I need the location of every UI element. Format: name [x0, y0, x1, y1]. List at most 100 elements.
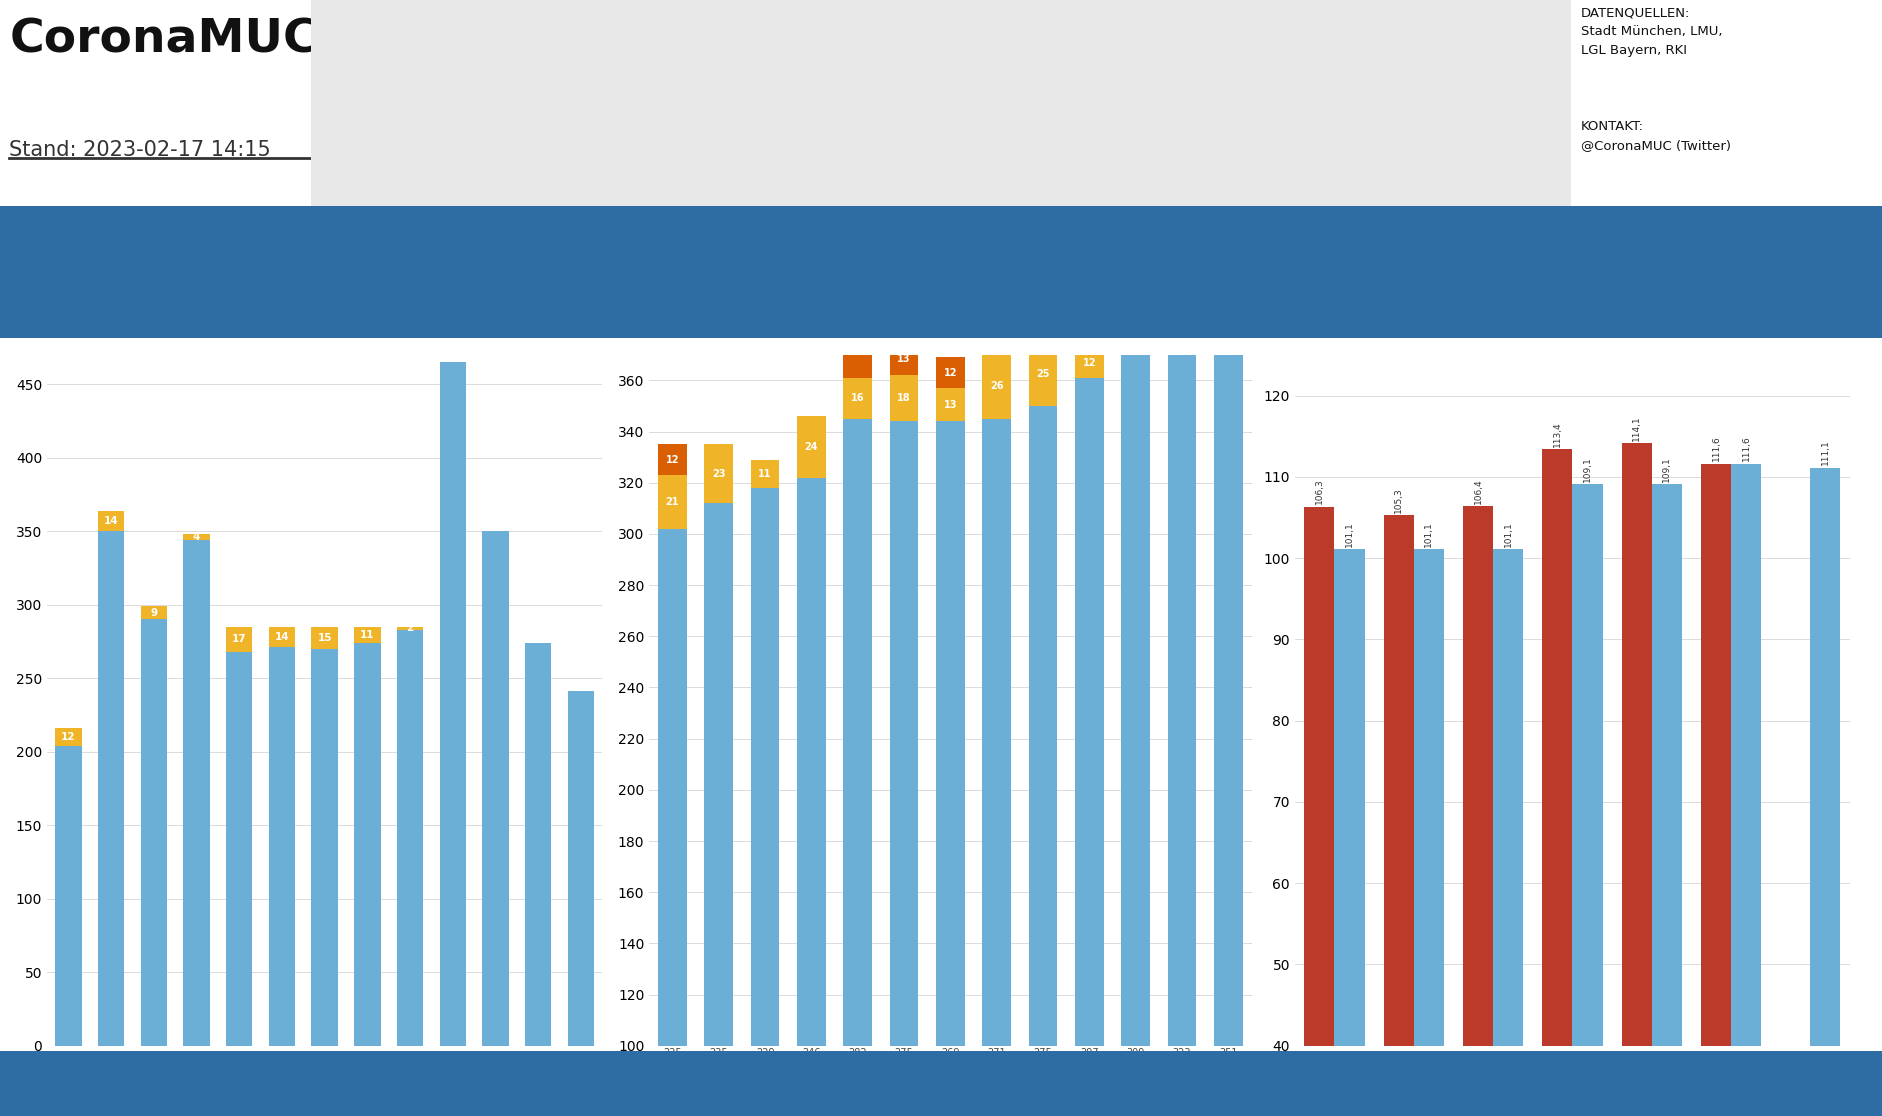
Text: 22: 22 — [1174, 242, 1189, 252]
Text: Stand: 2023-02-17 14:15: Stand: 2023-02-17 14:15 — [9, 141, 271, 161]
Bar — [1541, 449, 1571, 1116]
Bar — [798, 478, 826, 1046]
Text: 101,1: 101,1 — [1425, 521, 1434, 547]
Text: 235: 235 — [710, 1048, 728, 1058]
Text: 106,3: 106,3 — [1316, 479, 1323, 504]
Text: 24: 24 — [1129, 314, 1142, 324]
Text: 111,6: 111,6 — [1741, 435, 1750, 461]
Text: 15: 15 — [1174, 290, 1189, 300]
Bar — [935, 422, 965, 1046]
Text: Di-Sa, nicht nach
Feiertagen: Di-Sa, nicht nach Feiertagen — [1675, 323, 1775, 352]
Text: INZIDENZ RKI: INZIDENZ RKI — [1681, 215, 1771, 229]
Bar — [482, 531, 508, 1046]
Text: 109,1: 109,1 — [1662, 456, 1671, 482]
Text: +277: +277 — [96, 259, 218, 301]
Text: 4: 4 — [192, 532, 199, 542]
Text: 18: 18 — [898, 393, 911, 403]
Title: 7 Tage Inzidenz RKI: 7 Tage Inzidenz RKI — [1492, 297, 1652, 315]
Text: BESTÄTIGTE FÄLLE: BESTÄTIGTE FÄLLE — [96, 215, 218, 229]
Text: 106,4: 106,4 — [1474, 478, 1483, 503]
Text: CoronaMUC.de: CoronaMUC.de — [9, 17, 403, 61]
Text: NORMAL: NORMAL — [1001, 321, 1050, 334]
Text: KONTAKT:
@CoronaMUC (Twitter): KONTAKT: @CoronaMUC (Twitter) — [1581, 119, 1731, 152]
Text: 11: 11 — [359, 629, 375, 639]
Bar — [843, 378, 871, 418]
Text: 3.089: 3.089 — [719, 259, 851, 301]
Bar — [935, 388, 965, 422]
Text: Gesamt: 714.907: Gesamt: 714.907 — [105, 323, 209, 335]
Text: 14: 14 — [275, 632, 290, 642]
Text: ↑ Share: ↑ Share — [55, 1084, 100, 1094]
Bar — [354, 627, 380, 643]
Text: * Genesene:  7 Tage Durchschnitt der Summe RKI vor 10 Tagen |: * Genesene: 7 Tage Durchschnitt der Summ… — [489, 1069, 941, 1084]
Bar — [704, 503, 734, 1046]
Text: 105,3: 105,3 — [1395, 487, 1404, 512]
Bar — [1492, 549, 1523, 1116]
Text: 275: 275 — [1033, 1048, 1052, 1058]
Bar — [1652, 484, 1683, 1116]
Text: 111,1: 111,1 — [1822, 440, 1829, 465]
Bar — [1413, 549, 1443, 1116]
Text: 16: 16 — [851, 393, 864, 403]
Text: 241 Neue, 37 Nachmeldungen, davon 31 für vorgestern. Die
gestern genannte Inzide: 241 Neue, 37 Nachmeldungen, davon 31 für… — [608, 10, 1319, 60]
Bar — [1383, 514, 1413, 1116]
Bar — [397, 627, 423, 629]
Bar — [890, 343, 918, 375]
Bar — [354, 643, 380, 1046]
Bar — [1571, 484, 1603, 1116]
Text: 10: 10 — [1077, 262, 1125, 296]
Text: Summe RKI heute minus Genesene: Summe RKI heute minus Genesene — [1086, 1069, 1334, 1083]
Bar — [141, 606, 167, 619]
Bar — [269, 647, 295, 1046]
Text: 101,1: 101,1 — [1504, 521, 1513, 547]
Bar — [1334, 549, 1364, 1116]
Bar — [98, 531, 124, 1046]
Bar — [890, 422, 918, 1046]
Bar — [226, 652, 252, 1046]
Text: 25: 25 — [1037, 369, 1050, 379]
Bar — [1167, 219, 1197, 276]
Text: ANMERKUNGEN 2023-02-17: ANMERKUNGEN 2023-02-17 — [316, 10, 553, 26]
Bar — [226, 627, 252, 652]
Bar — [982, 353, 1011, 418]
Text: 1,11: 1,11 — [1361, 259, 1462, 301]
Bar — [890, 375, 918, 422]
Bar — [311, 627, 339, 648]
Bar — [1029, 343, 1058, 406]
Bar — [1304, 507, 1334, 1116]
Text: 246: 246 — [802, 1048, 821, 1058]
Bar — [659, 475, 687, 529]
Text: Gesamt: 2.507: Gesamt: 2.507 — [427, 323, 514, 335]
Text: 21: 21 — [666, 497, 679, 507]
Bar — [1214, 147, 1242, 214]
Bar — [1075, 286, 1103, 347]
Text: IMC: IMC — [1090, 321, 1112, 334]
FancyBboxPatch shape — [0, 1072, 169, 1110]
Text: 24: 24 — [805, 442, 819, 452]
Bar — [843, 324, 871, 378]
Text: 26: 26 — [990, 381, 1003, 391]
Text: 13: 13 — [898, 354, 911, 364]
Text: 101,1: 101,1 — [1346, 521, 1353, 547]
Bar — [1122, 288, 1150, 349]
Bar — [1029, 406, 1058, 1046]
Bar — [269, 627, 295, 647]
Bar — [55, 729, 81, 745]
Bar — [525, 643, 551, 1046]
Text: DATENQUELLEN:
Stadt München, LMU,
LGL Bayern, RKI: DATENQUELLEN: Stadt München, LMU, LGL Ba… — [1581, 7, 1722, 57]
Text: 235: 235 — [662, 1048, 681, 1058]
Text: REPRODUKTIONSWERT: REPRODUKTIONSWERT — [1336, 215, 1487, 229]
Text: 13: 13 — [1129, 267, 1142, 277]
Bar — [1214, 270, 1242, 1046]
Bar — [183, 535, 209, 540]
Bar — [1122, 256, 1150, 288]
Title: Krankenhausbetten COVID München: Krankenhausbetten COVID München — [800, 297, 1101, 315]
Bar — [659, 529, 687, 1046]
Bar — [1731, 464, 1762, 1116]
Text: AKTUELL INFIZIERTE*: AKTUELL INFIZIERTE* — [713, 215, 854, 229]
Text: 24: 24 — [1082, 311, 1095, 321]
Bar — [1075, 347, 1103, 378]
Bar — [311, 648, 339, 1046]
Text: 21: 21 — [851, 346, 864, 356]
Text: 297: 297 — [1080, 1048, 1099, 1058]
